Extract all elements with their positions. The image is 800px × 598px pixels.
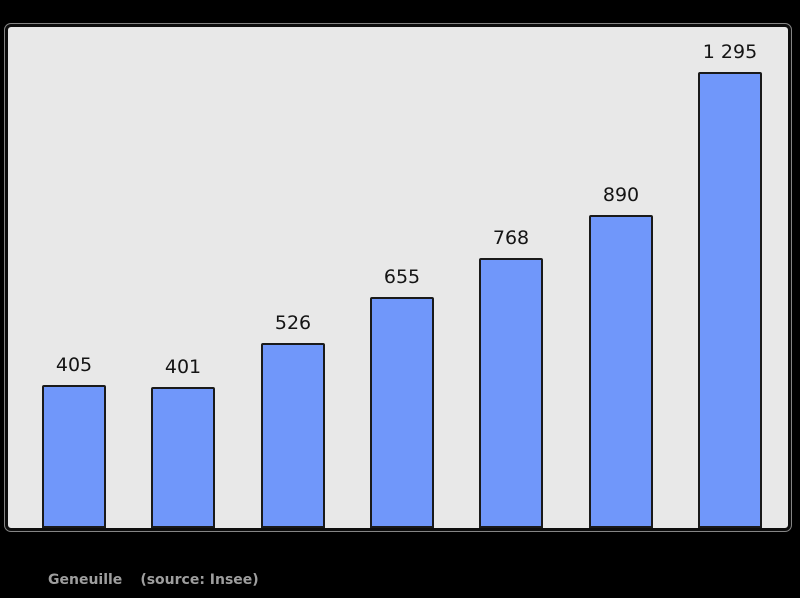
bar	[42, 385, 106, 528]
bar	[589, 215, 653, 528]
bar-value-label: 890	[602, 184, 640, 207]
chart-panel: 405 401 526 655 768 890 1 295	[5, 24, 791, 531]
bar-value-label: 655	[383, 266, 421, 289]
bar	[479, 258, 543, 528]
bar	[698, 72, 762, 528]
chart-caption: Geneuille (source: Insee)	[48, 572, 259, 588]
bar-value-label: 526	[274, 312, 312, 335]
bar-value-label: 405	[55, 354, 93, 377]
bar-value-label: 401	[164, 356, 202, 379]
plot-area: 405 401 526 655 768 890 1 295	[8, 27, 788, 528]
bar-value-label: 768	[492, 227, 530, 250]
bar-value-label: 1 295	[702, 41, 758, 64]
caption-source: (source: Insee)	[140, 572, 259, 588]
bar	[370, 297, 434, 528]
bar	[151, 387, 215, 528]
bar	[261, 343, 325, 528]
caption-commune-name: Geneuille	[48, 572, 123, 588]
